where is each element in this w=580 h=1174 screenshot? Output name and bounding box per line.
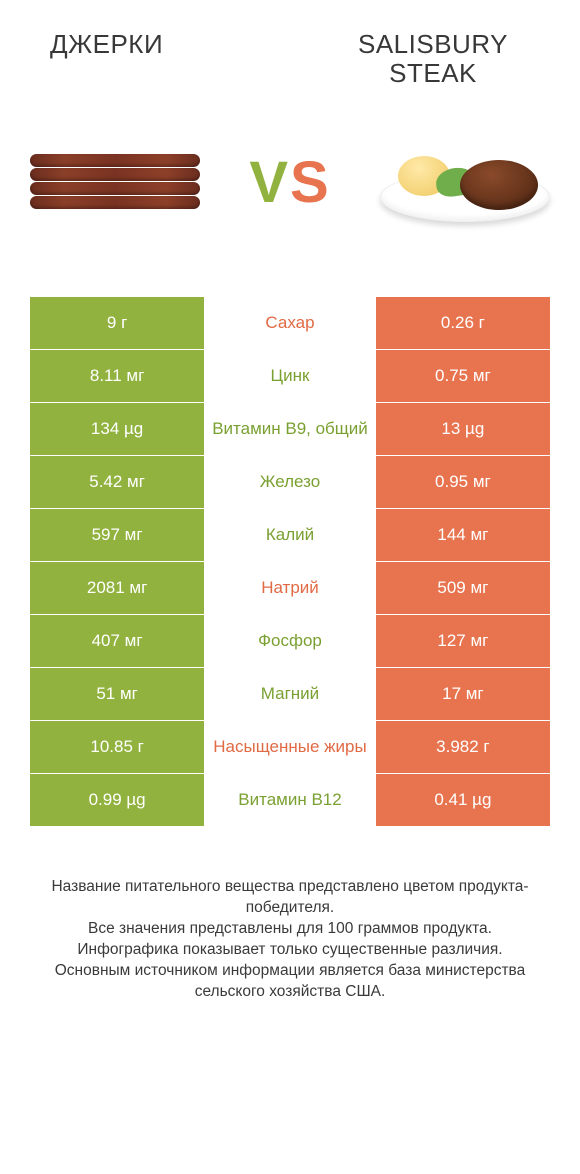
value-left: 8.11 мг — [30, 350, 204, 402]
table-row: 8.11 мгЦинк0.75 мг — [30, 350, 550, 403]
footer-line: Все значения представлены для 100 граммо… — [34, 919, 546, 940]
header: ДЖЕРКИ SALISBURY STEAK — [30, 30, 550, 87]
vs-label: VS — [249, 149, 330, 216]
value-left: 51 мг — [30, 668, 204, 720]
value-right: 0.75 мг — [376, 350, 550, 402]
nutrient-label: Насыщенные жиры — [204, 721, 376, 773]
table-row: 10.85 гНасыщенные жиры3.982 г — [30, 721, 550, 774]
value-right: 127 мг — [376, 615, 550, 667]
value-right: 13 µg — [376, 403, 550, 455]
value-right: 0.41 µg — [376, 774, 550, 826]
nutrient-label: Калий — [204, 509, 376, 561]
value-left: 10.85 г — [30, 721, 204, 773]
nutrient-label: Железо — [204, 456, 376, 508]
footer-notes: Название питательного вещества представл… — [30, 877, 550, 1003]
value-left: 9 г — [30, 297, 204, 349]
value-left: 5.42 мг — [30, 456, 204, 508]
jerky-image — [30, 137, 200, 227]
table-row: 597 мгКалий144 мг — [30, 509, 550, 562]
value-left: 0.99 µg — [30, 774, 204, 826]
table-row: 51 мгМагний17 мг — [30, 668, 550, 721]
footer-line: Название питательного вещества представл… — [34, 877, 546, 919]
table-row: 2081 мгНатрий509 мг — [30, 562, 550, 615]
value-left: 134 µg — [30, 403, 204, 455]
value-right: 509 мг — [376, 562, 550, 614]
value-right: 17 мг — [376, 668, 550, 720]
nutrient-label: Натрий — [204, 562, 376, 614]
nutrient-label: Фосфор — [204, 615, 376, 667]
value-left: 407 мг — [30, 615, 204, 667]
comparison-table: 9 гСахар0.26 г8.11 мгЦинк0.75 мг134 µgВи… — [30, 297, 550, 827]
value-right: 0.95 мг — [376, 456, 550, 508]
table-row: 5.42 мгЖелезо0.95 мг — [30, 456, 550, 509]
table-row: 407 мгФосфор127 мг — [30, 615, 550, 668]
nutrient-label: Магний — [204, 668, 376, 720]
title-left: ДЖЕРКИ — [30, 30, 264, 59]
table-row: 9 гСахар0.26 г — [30, 297, 550, 350]
nutrient-label: Сахар — [204, 297, 376, 349]
footer-line: Основным источником информации является … — [34, 961, 546, 1003]
vs-s: S — [290, 150, 331, 215]
value-left: 2081 мг — [30, 562, 204, 614]
nutrient-label: Витамин B12 — [204, 774, 376, 826]
value-right: 3.982 г — [376, 721, 550, 773]
title-right: SALISBURY STEAK — [316, 30, 550, 87]
value-right: 144 мг — [376, 509, 550, 561]
footer-line: Инфографика показывает только существенн… — [34, 940, 546, 961]
vs-row: VS — [30, 127, 550, 237]
value-left: 597 мг — [30, 509, 204, 561]
nutrient-label: Витамин B9, общий — [204, 403, 376, 455]
table-row: 0.99 µgВитамин B120.41 µg — [30, 774, 550, 827]
nutrient-label: Цинк — [204, 350, 376, 402]
table-row: 134 µgВитамин B9, общий13 µg — [30, 403, 550, 456]
value-right: 0.26 г — [376, 297, 550, 349]
vs-v: V — [249, 150, 290, 215]
steak-image — [380, 137, 550, 227]
